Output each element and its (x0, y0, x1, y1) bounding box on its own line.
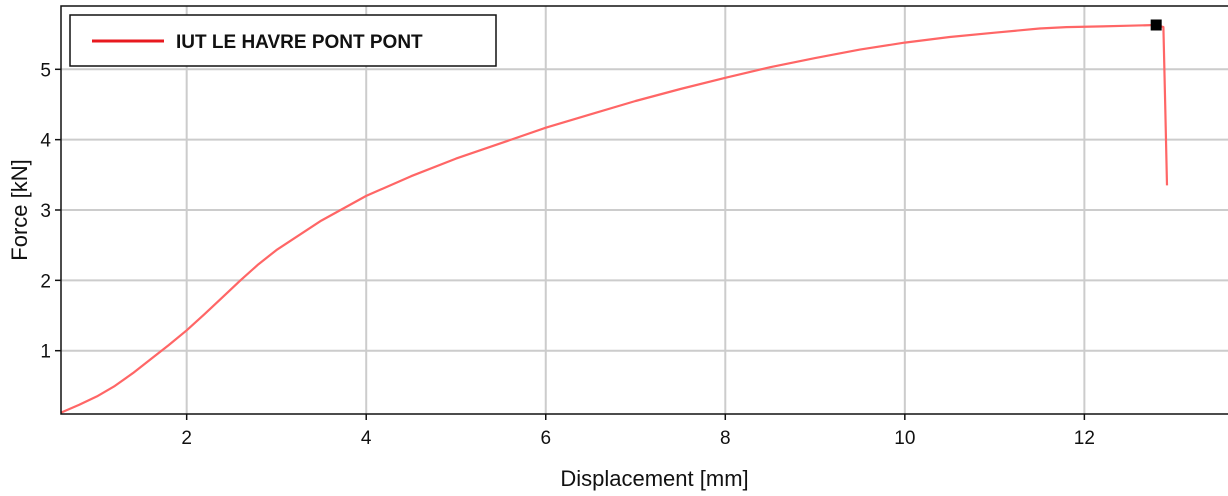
y-tick-label: 4 (40, 131, 51, 152)
x-tick-label: 12 (1074, 428, 1095, 449)
y-axis-ticks: 1 2 3 4 5 (40, 60, 61, 363)
x-axis-ticks: 2 4 6 8 10 12 (181, 414, 1095, 449)
marker-layer (1150, 19, 1162, 31)
y-tick-label: 3 (40, 201, 51, 222)
y-tick-label: 1 (40, 342, 51, 363)
x-tick-label: 8 (720, 428, 731, 449)
x-tick-label: 2 (181, 428, 192, 449)
x-tick-label: 4 (361, 428, 372, 449)
grid (61, 6, 1228, 414)
legend: IUT LE HAVRE PONT PONT (69, 14, 497, 67)
y-tick-label: 2 (40, 271, 51, 292)
x-tick-label: 10 (894, 428, 915, 449)
series-layer (60, 23, 1169, 414)
y-tick-label: 5 (40, 60, 51, 81)
legend-label: IUT LE HAVRE PONT PONT (176, 32, 423, 53)
x-tick-label: 6 (540, 428, 551, 449)
y-axis-title: Force [kN] (7, 159, 32, 260)
x-axis-title: Displacement [mm] (560, 466, 748, 491)
max-force-marker (1150, 19, 1162, 31)
series-line (60, 23, 1169, 414)
